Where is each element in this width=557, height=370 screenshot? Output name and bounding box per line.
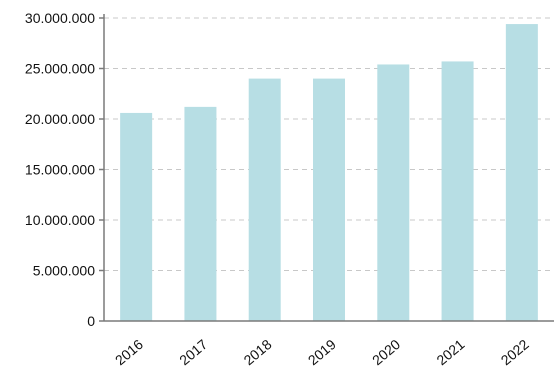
axes xyxy=(103,14,554,322)
y-tick-label: 5.000.000 xyxy=(33,263,95,279)
y-tick-label: 20.000.000 xyxy=(25,111,95,127)
bar-2018 xyxy=(248,78,281,321)
x-tick-label: 2018 xyxy=(240,336,274,368)
y-tick-label: 15.000.000 xyxy=(25,162,95,178)
y-tick-labels: 0 5.000.000 10.000.000 15.000.000 20.000.000… xyxy=(25,10,95,329)
bars xyxy=(120,24,538,322)
x-tick-label: 2021 xyxy=(433,336,467,368)
x-tick-label: 2022 xyxy=(498,336,532,368)
x-tick-label: 2020 xyxy=(369,336,403,368)
bar-2016 xyxy=(120,112,153,321)
y-tick-label: 25.000.000 xyxy=(25,61,95,77)
y-tick-label: 0 xyxy=(87,313,95,329)
x-tick-label: 2017 xyxy=(176,336,210,368)
bar-2020 xyxy=(377,64,410,322)
x-tick-label: 2016 xyxy=(112,336,146,368)
bar-2022 xyxy=(505,24,538,322)
bar-2017 xyxy=(184,106,217,321)
y-tick-label: 10.000.000 xyxy=(25,212,95,228)
x-tick-label: 2019 xyxy=(305,336,339,368)
bar-2019 xyxy=(313,78,345,321)
x-tick-labels: 2016 2017 2018 2019 2020 2021 2022 xyxy=(112,336,532,368)
y-tick-label: 30.000.000 xyxy=(25,10,95,26)
bar-2021 xyxy=(441,61,474,322)
